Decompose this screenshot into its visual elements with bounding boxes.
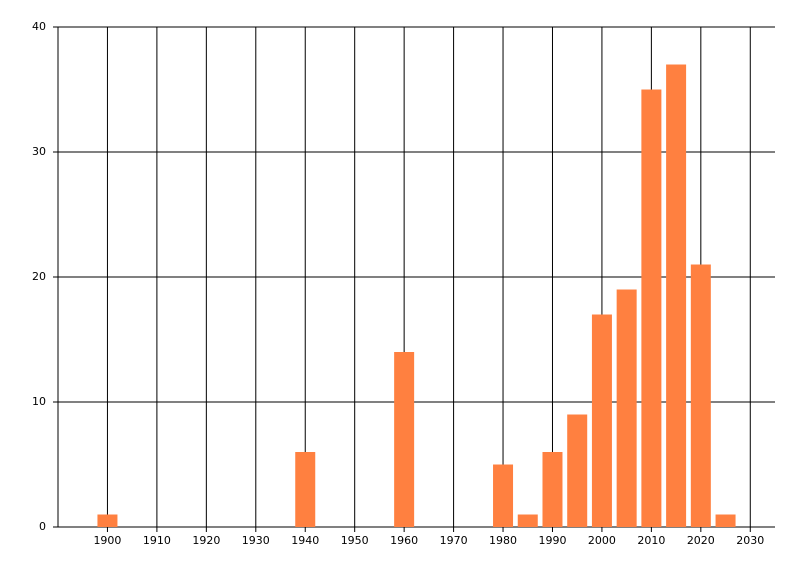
x-tick-label: 1980 — [489, 534, 517, 547]
x-tick-label: 1960 — [390, 534, 418, 547]
x-tick-label: 1910 — [143, 534, 171, 547]
x-tick-label: 2030 — [736, 534, 764, 547]
x-tick-label: 2000 — [588, 534, 616, 547]
bar — [517, 514, 538, 527]
y-tick-label: 20 — [32, 270, 46, 283]
bar — [567, 414, 588, 527]
bar — [493, 464, 514, 527]
x-tick-label: 1990 — [538, 534, 566, 547]
y-tick-label: 0 — [39, 520, 46, 533]
x-tick-label: 1930 — [242, 534, 270, 547]
bar — [591, 314, 612, 527]
bar — [616, 289, 637, 527]
x-tick-label: 1970 — [440, 534, 468, 547]
x-tick-label: 2020 — [687, 534, 715, 547]
x-tick-label: 1900 — [93, 534, 121, 547]
bar — [641, 89, 662, 527]
y-tick-label: 40 — [32, 20, 46, 33]
bar — [542, 452, 563, 527]
bar — [715, 514, 736, 527]
x-tick-label: 2010 — [637, 534, 665, 547]
y-tick-label: 10 — [32, 395, 46, 408]
x-tick-label: 1920 — [192, 534, 220, 547]
bar — [295, 452, 316, 527]
bar — [97, 514, 118, 527]
y-tick-label: 30 — [32, 145, 46, 158]
bar — [394, 352, 415, 527]
bar — [666, 64, 687, 527]
x-tick-label: 1940 — [291, 534, 319, 547]
x-tick-label: 1950 — [341, 534, 369, 547]
bar — [690, 264, 711, 527]
